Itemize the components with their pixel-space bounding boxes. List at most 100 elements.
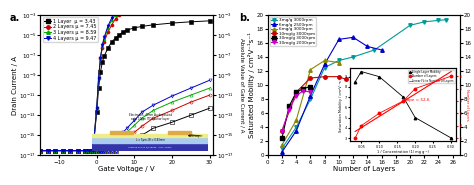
2 Layers μ = 7.45: [82, 149, 88, 152]
4 Layers μ = 9.47: [45, 149, 51, 152]
4 Layers μ = 9.47: [117, 6, 122, 8]
3 Layers μ = 8.59: [120, 6, 126, 8]
2 Layers μ = 7.45: [67, 149, 73, 152]
2 Layers μ = 7.45: [113, 18, 118, 20]
3 Layers μ = 8.59: [67, 149, 73, 152]
2 Layers μ = 7.45: [94, 107, 100, 109]
3 Layers μ = 8.59: [98, 57, 103, 59]
4 Layers μ = 9.47: [82, 149, 88, 152]
Legend: 3mg/g 3000rpm, 6mg/g 2500rpm, 6mg/g 3000rpm, 10mg/g 3000rpm, 30mg/g 3000rpm, 30m: 3mg/g 3000rpm, 6mg/g 2500rpm, 6mg/g 3000…: [270, 17, 316, 46]
4 Layers μ = 9.47: [75, 149, 81, 152]
4 Layers μ = 9.47: [105, 25, 111, 27]
1 Layer  μ = 3.43: [101, 55, 107, 57]
4 Layers μ = 9.47: [98, 57, 103, 59]
3 Layers μ = 8.59: [82, 149, 88, 152]
1 Layer  μ = 3.43: [60, 149, 66, 152]
4 Layers μ = 9.47: [124, 0, 129, 1]
3 Layers μ = 8.59: [109, 19, 115, 21]
Text: b.: b.: [239, 13, 250, 23]
Legend: 1 Layer  μ = 3.43, 2 Layers μ = 7.45, 3 Layers μ = 8.59, 4 Layers μ = 9.47: 1 Layer μ = 3.43, 2 Layers μ = 7.45, 3 L…: [43, 17, 98, 42]
Line: 3 Layers μ = 8.59: 3 Layers μ = 8.59: [39, 0, 211, 152]
4 Layers μ = 9.47: [101, 36, 107, 38]
1 Layer  μ = 3.43: [67, 149, 73, 152]
3 Layers μ = 8.59: [45, 149, 51, 152]
X-axis label: Gate Voltage / V: Gate Voltage / V: [99, 166, 155, 172]
2 Layers μ = 7.45: [96, 77, 101, 79]
2 Layers μ = 7.45: [124, 8, 129, 10]
3 Layers μ = 8.59: [105, 27, 111, 29]
1 Layer  μ = 3.43: [53, 149, 58, 152]
3 Layers μ = 8.59: [113, 14, 118, 16]
4 Layers μ = 9.47: [113, 11, 118, 13]
1 Layer  μ = 3.43: [45, 149, 51, 152]
Y-axis label: Drain Current / A: Drain Current / A: [12, 56, 18, 115]
4 Layers μ = 9.47: [120, 2, 126, 4]
1 Layer  μ = 3.43: [139, 25, 145, 28]
3 Layers μ = 8.59: [96, 77, 101, 79]
1 Layer  μ = 3.43: [124, 29, 129, 31]
2 Layers μ = 7.45: [101, 41, 107, 43]
3 Layers μ = 8.59: [101, 38, 107, 40]
4 Layers μ = 9.47: [100, 44, 105, 46]
2 Layers μ = 7.45: [45, 149, 51, 152]
3 Layers μ = 8.59: [94, 107, 100, 109]
4 Layers μ = 9.47: [90, 149, 96, 152]
1 Layer  μ = 3.43: [169, 22, 175, 24]
4 Layers μ = 9.47: [67, 149, 73, 152]
1 Layer  μ = 3.43: [75, 149, 81, 152]
1 Layer  μ = 3.43: [96, 87, 101, 89]
1 Layer  μ = 3.43: [117, 34, 122, 36]
3 Layers μ = 8.59: [86, 149, 92, 152]
2 Layers μ = 7.45: [131, 4, 137, 6]
2 Layers μ = 7.45: [139, 1, 145, 3]
3 Layers μ = 8.59: [75, 149, 81, 152]
1 Layer  μ = 3.43: [94, 111, 100, 113]
1 Layer  μ = 3.43: [100, 61, 105, 63]
Line: 2 Layers μ = 7.45: 2 Layers μ = 7.45: [39, 0, 211, 152]
2 Layers μ = 7.45: [98, 57, 103, 59]
4 Layers μ = 9.47: [86, 149, 92, 152]
2 Layers μ = 7.45: [117, 14, 122, 16]
4 Layers μ = 9.47: [94, 107, 100, 109]
1 Layer  μ = 3.43: [120, 31, 126, 33]
4 Layers μ = 9.47: [96, 77, 101, 79]
3 Layers μ = 8.59: [37, 149, 43, 152]
1 Layer  μ = 3.43: [90, 149, 96, 152]
1 Layer  μ = 3.43: [109, 41, 115, 43]
Y-axis label: Number of Layers: Number of Layers: [465, 89, 469, 121]
1 Layer  μ = 3.43: [113, 37, 118, 39]
Y-axis label: Saturated Mobility / cm²V⁻¹s⁻¹: Saturated Mobility / cm²V⁻¹s⁻¹: [248, 32, 255, 138]
4 Layers μ = 9.47: [60, 149, 66, 152]
3 Layers μ = 8.59: [53, 149, 58, 152]
2 Layers μ = 7.45: [105, 31, 111, 33]
2 Layers μ = 7.45: [53, 149, 58, 152]
1 Layer  μ = 3.43: [188, 21, 193, 23]
3 Layers μ = 8.59: [60, 149, 66, 152]
Y-axis label: Absolute Value of Gate Current / A: Absolute Value of Gate Current / A: [239, 38, 244, 132]
4 Layers μ = 9.47: [53, 149, 58, 152]
1 Layer  μ = 3.43: [86, 149, 92, 152]
3 Layers μ = 8.59: [124, 4, 129, 6]
Line: 4 Layers μ = 9.47: 4 Layers μ = 9.47: [39, 0, 211, 152]
2 Layers μ = 7.45: [120, 11, 126, 13]
Text: a.: a.: [9, 13, 19, 23]
1 Layer  μ = 3.43: [150, 24, 156, 26]
2 Layers μ = 7.45: [86, 149, 92, 152]
Line: 1 Layer  μ = 3.43: 1 Layer μ = 3.43: [39, 19, 211, 152]
3 Layers μ = 8.59: [117, 9, 122, 11]
3 Layers μ = 8.59: [90, 149, 96, 152]
4 Layers μ = 9.47: [109, 17, 115, 19]
1 Layer  μ = 3.43: [82, 149, 88, 152]
1 Layer  μ = 3.43: [105, 47, 111, 49]
X-axis label: Number of Layers: Number of Layers: [333, 166, 395, 172]
2 Layers μ = 7.45: [100, 47, 105, 49]
2 Layers μ = 7.45: [75, 149, 81, 152]
3 Layers μ = 8.59: [100, 45, 105, 47]
2 Layers μ = 7.45: [60, 149, 66, 152]
1 Layer  μ = 3.43: [131, 27, 137, 29]
1 Layer  μ = 3.43: [207, 20, 212, 22]
2 Layers μ = 7.45: [109, 24, 115, 26]
2 Layers μ = 7.45: [90, 149, 96, 152]
1 Layer  μ = 3.43: [37, 149, 43, 152]
1 Layer  μ = 3.43: [98, 71, 103, 73]
